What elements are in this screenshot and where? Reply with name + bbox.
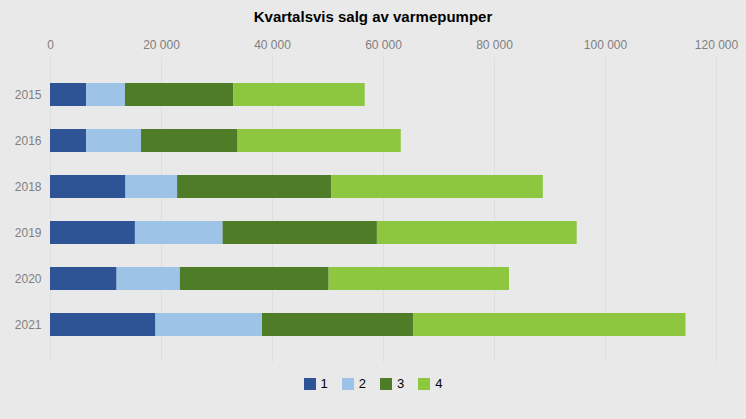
svg-text:2021: 2021 [15, 318, 42, 332]
svg-text:2020: 2020 [15, 272, 42, 286]
svg-text:120 000: 120 000 [695, 38, 739, 52]
svg-text:2015: 2015 [15, 88, 42, 102]
html-text:3: 3 [397, 376, 405, 391]
svg-text:2018: 2018 [15, 180, 42, 194]
svg-text:2019: 2019 [15, 226, 42, 240]
svg-text:20 000: 20 000 [143, 38, 180, 52]
svg-text:60 000: 60 000 [365, 38, 402, 52]
svg-text:0: 0 [47, 38, 54, 52]
svg-text:100 000: 100 000 [584, 38, 628, 52]
svg-text:40 000: 40 000 [254, 38, 291, 52]
svg-text:80 000: 80 000 [476, 38, 513, 52]
svg-text:2016: 2016 [15, 134, 42, 148]
html-text:4: 4 [435, 376, 443, 391]
html-text:Kvartalsvis salg av varmepumpe: Kvartalsvis salg av varmepumper [253, 8, 493, 25]
html-text:2: 2 [358, 376, 366, 391]
html-text:1: 1 [320, 376, 328, 391]
